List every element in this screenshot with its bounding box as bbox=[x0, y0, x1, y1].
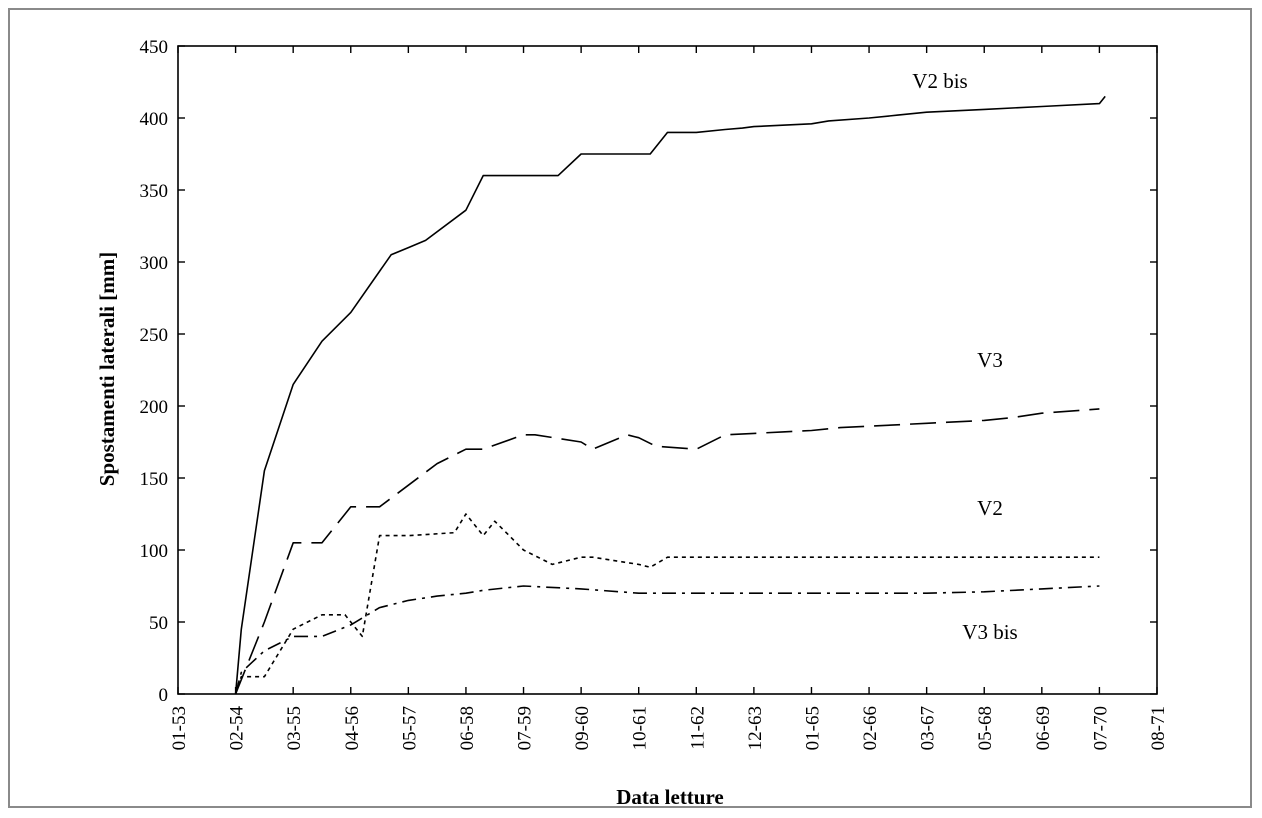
x-tick-label: 01-65 bbox=[802, 706, 823, 750]
x-tick-label: 09-60 bbox=[572, 706, 593, 750]
x-tick-label: 07-70 bbox=[1090, 706, 1111, 750]
y-tick-label: 50 bbox=[149, 613, 168, 634]
series-line-v2-bis bbox=[234, 95, 1106, 695]
y-tick-label: 350 bbox=[140, 181, 169, 202]
y-tick-label: 0 bbox=[159, 685, 169, 706]
series-line-v3 bbox=[234, 408, 1100, 695]
series-line-v2 bbox=[234, 513, 1100, 695]
series-labels: V2 bis V3 V2 V3 bis bbox=[912, 69, 1017, 644]
x-tick-label: 08-71 bbox=[1148, 706, 1169, 750]
x-tick-label: 05-57 bbox=[399, 706, 420, 750]
y-axis-title: Spostamenti laterali [mm] bbox=[95, 252, 119, 486]
x-tick-label: 10-61 bbox=[630, 706, 651, 750]
series-label-v3-bis: V3 bis bbox=[962, 620, 1017, 644]
series-lines bbox=[234, 95, 1106, 695]
x-tick-label: 03-67 bbox=[918, 706, 939, 750]
x-tick-label: 03-55 bbox=[284, 706, 305, 750]
x-tick-label: 02-66 bbox=[860, 706, 881, 750]
y-tick-label: 200 bbox=[140, 397, 169, 418]
x-tick-label: 06-58 bbox=[457, 706, 478, 750]
x-tick-label: 12-63 bbox=[745, 706, 766, 750]
plot-area bbox=[177, 45, 1158, 695]
chart-frame bbox=[8, 8, 1252, 808]
y-tick-label: 100 bbox=[140, 541, 169, 562]
y-tick-label: 250 bbox=[140, 325, 169, 346]
y-tick-label: 300 bbox=[140, 253, 169, 274]
plot-border bbox=[177, 45, 1158, 695]
x-tick-label: 04-56 bbox=[342, 706, 363, 750]
x-tick-label: 01-53 bbox=[169, 706, 190, 750]
series-label-v3: V3 bbox=[977, 348, 1003, 372]
y-tick-label: 150 bbox=[140, 469, 169, 490]
x-tick-label: 06-69 bbox=[1033, 706, 1054, 750]
x-tick-label: 11-62 bbox=[687, 706, 708, 750]
series-label-v2: V2 bbox=[977, 496, 1003, 520]
y-tick-label: 450 bbox=[140, 37, 169, 58]
x-axis-title: Data letture bbox=[616, 785, 724, 809]
x-tick-label: 05-68 bbox=[975, 706, 996, 750]
series-line-v3-bis bbox=[234, 585, 1100, 695]
y-tick-label: 400 bbox=[140, 109, 169, 130]
series-label-v2-bis: V2 bis bbox=[912, 69, 967, 93]
x-tick-label: 07-59 bbox=[515, 706, 536, 750]
x-axis: 01-53 02-54 03-55 04-56 05-57 06-58 07-59 09-60… bbox=[169, 46, 1169, 750]
x-tick-label: 02-54 bbox=[227, 706, 248, 751]
y-axis: 0 50 100 150 200 250 300 350 400 450 bbox=[140, 37, 1157, 706]
